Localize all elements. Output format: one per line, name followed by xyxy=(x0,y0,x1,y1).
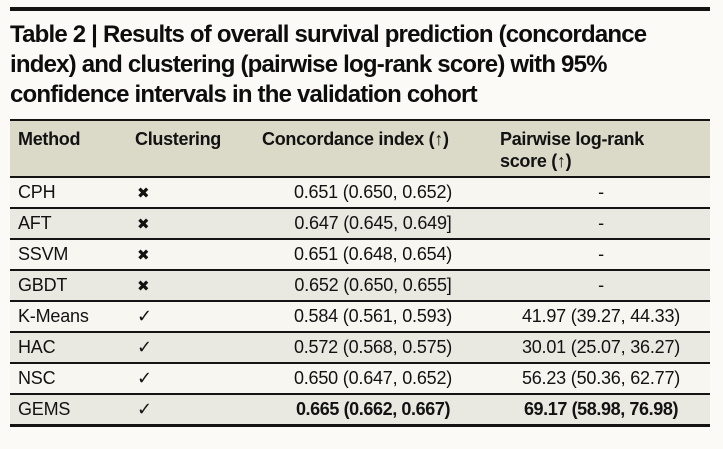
clustering-cell: ✓ xyxy=(127,306,254,327)
clustering-mark-icon: ✓ xyxy=(137,306,152,327)
method-cell: K-Means xyxy=(18,306,89,326)
method-cell: SSVM xyxy=(18,244,69,264)
clustering-cell: ✖ xyxy=(127,275,254,296)
method-cell: CPH xyxy=(18,182,56,202)
concordance-cell: 0.652 (0.650, 0.655] xyxy=(294,275,452,295)
table-row: HAC ✓ 0.572 (0.568, 0.575) 30.01 (25.07,… xyxy=(10,331,710,362)
table-title: Table 2 | Results of overall survival pr… xyxy=(10,20,710,110)
clustering-mark-icon: ✓ xyxy=(137,399,152,420)
logrank-cell: 30.01 (25.07, 36.27) xyxy=(521,337,681,357)
clustering-mark-icon: ✖ xyxy=(137,215,150,233)
clustering-mark-icon: ✖ xyxy=(137,246,150,264)
clustering-mark-icon: ✓ xyxy=(137,337,152,358)
clustering-cell: ✖ xyxy=(127,182,254,203)
concordance-cell: 0.651 (0.650, 0.652) xyxy=(293,182,453,202)
concordance-cell: 0.572 (0.568, 0.575) xyxy=(293,337,453,357)
column-header-logrank: Pairwise log-rank score (↑) xyxy=(500,129,644,171)
table-row: AFT ✖ 0.647 (0.645, 0.649] - xyxy=(10,207,710,238)
table-body: CPH ✖ 0.651 (0.650, 0.652) - AFT ✖ 0.647… xyxy=(10,176,710,424)
clustering-mark-icon: ✓ xyxy=(137,368,152,389)
concordance-cell: 0.651 (0.648, 0.654) xyxy=(293,244,453,264)
table-row: SSVM ✖ 0.651 (0.648, 0.654) - xyxy=(10,238,710,269)
top-rule xyxy=(10,7,710,11)
clustering-cell: ✓ xyxy=(127,337,254,358)
method-cell: GEMS xyxy=(18,399,71,419)
method-cell: NSC xyxy=(18,368,56,388)
concordance-cell: 0.647 (0.645, 0.649] xyxy=(294,213,452,233)
table-title-line: confidence intervals in the validation c… xyxy=(10,81,478,108)
table-row: CPH ✖ 0.651 (0.650, 0.652) - xyxy=(10,176,710,207)
column-header-clustering: Clustering xyxy=(135,129,222,149)
method-cell: GBDT xyxy=(18,275,68,295)
clustering-cell: ✓ xyxy=(127,399,254,420)
logrank-cell: - xyxy=(598,244,604,264)
results-table: Method Clustering Concordance index (↑) … xyxy=(10,119,710,427)
method-cell: AFT xyxy=(18,213,52,233)
clustering-mark-icon: ✖ xyxy=(137,184,150,202)
logrank-cell: - xyxy=(598,182,604,202)
logrank-cell: 56.23 (50.36, 62.77) xyxy=(521,368,681,388)
column-header-concordance: Concordance index (↑) xyxy=(262,129,449,149)
table-title-line: index) and clustering (pairwise log-rank… xyxy=(10,51,607,78)
logrank-cell: - xyxy=(598,275,604,295)
page: Table 2 | Results of overall survival pr… xyxy=(0,7,723,427)
clustering-cell: ✖ xyxy=(127,213,254,234)
clustering-cell: ✓ xyxy=(127,368,254,389)
concordance-cell: 0.665 (0.662, 0.667) xyxy=(295,399,451,419)
method-cell: HAC xyxy=(18,337,56,357)
concordance-cell: 0.650 (0.647, 0.652) xyxy=(293,368,453,388)
table-row: GBDT ✖ 0.652 (0.650, 0.655] - xyxy=(10,269,710,300)
table-title-line: Table 2 | Results of overall survival pr… xyxy=(10,21,647,48)
logrank-cell: 69.17 (58.98, 76.98) xyxy=(523,399,679,419)
table-row: NSC ✓ 0.650 (0.647, 0.652) 56.23 (50.36,… xyxy=(10,362,710,393)
clustering-cell: ✖ xyxy=(127,244,254,265)
logrank-cell: - xyxy=(598,213,604,233)
clustering-mark-icon: ✖ xyxy=(137,277,150,295)
table-row: GEMS ✓ 0.665 (0.662, 0.667) 69.17 (58.98… xyxy=(10,393,710,424)
table-row: K-Means ✓ 0.584 (0.561, 0.593) 41.97 (39… xyxy=(10,300,710,331)
concordance-cell: 0.584 (0.561, 0.593) xyxy=(293,306,453,326)
logrank-cell: 41.97 (39.27, 44.33) xyxy=(521,306,681,326)
column-header-method: Method xyxy=(18,129,81,149)
table-header-row: Method Clustering Concordance index (↑) … xyxy=(10,121,710,176)
